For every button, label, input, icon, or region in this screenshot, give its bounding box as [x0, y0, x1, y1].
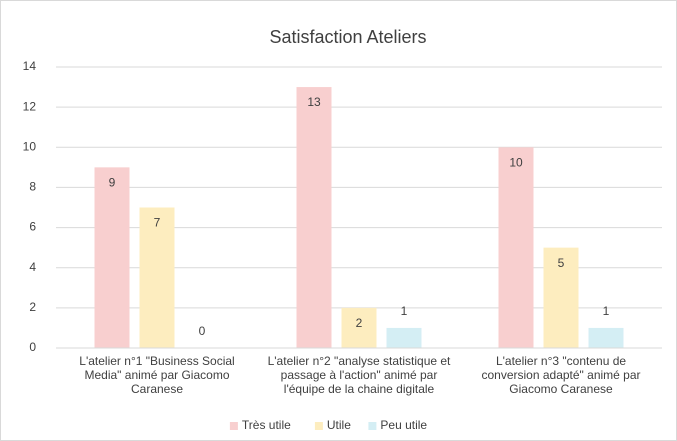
data-label: 7 — [154, 216, 161, 230]
data-label: 0 — [199, 324, 206, 338]
data-label: 1 — [603, 304, 610, 318]
y-tick-label: 2 — [29, 300, 36, 314]
y-tick-label: 0 — [29, 340, 36, 354]
bar — [94, 167, 130, 348]
bar — [543, 247, 579, 348]
data-label: 1 — [401, 304, 408, 318]
legend-swatch — [368, 422, 377, 430]
data-label: 13 — [307, 95, 321, 109]
y-tick-label: 8 — [29, 180, 36, 194]
data-label: 10 — [509, 155, 523, 169]
bar — [588, 327, 624, 348]
legend-label: Peu utile — [380, 418, 427, 432]
x-tick-label: L'atelier n°2 "analyse statistique et pa… — [267, 354, 451, 396]
bar — [386, 327, 422, 348]
legend-swatch — [314, 422, 323, 430]
bar — [341, 307, 377, 348]
legend-label: Utile — [327, 418, 351, 432]
chart-title: Satisfaction Ateliers — [269, 27, 426, 47]
x-tick-label: L'atelier n°3 "contenu de conversion ada… — [481, 354, 641, 396]
data-label: 2 — [356, 316, 363, 330]
bar — [498, 147, 534, 348]
y-tick-label: 4 — [29, 260, 36, 274]
data-label: 5 — [558, 256, 565, 270]
x-tick-label: L'atelier n°1 "Business Social Media" an… — [79, 354, 235, 396]
legend-swatch — [229, 422, 238, 430]
y-tick-label: 14 — [23, 59, 37, 73]
bar — [296, 87, 332, 349]
y-tick-label: 12 — [23, 99, 37, 113]
legend-label: Très utile — [242, 418, 291, 432]
bar — [139, 207, 175, 348]
data-label: 9 — [109, 176, 116, 190]
y-tick-label: 10 — [23, 139, 37, 153]
y-tick-label: 6 — [29, 220, 36, 234]
